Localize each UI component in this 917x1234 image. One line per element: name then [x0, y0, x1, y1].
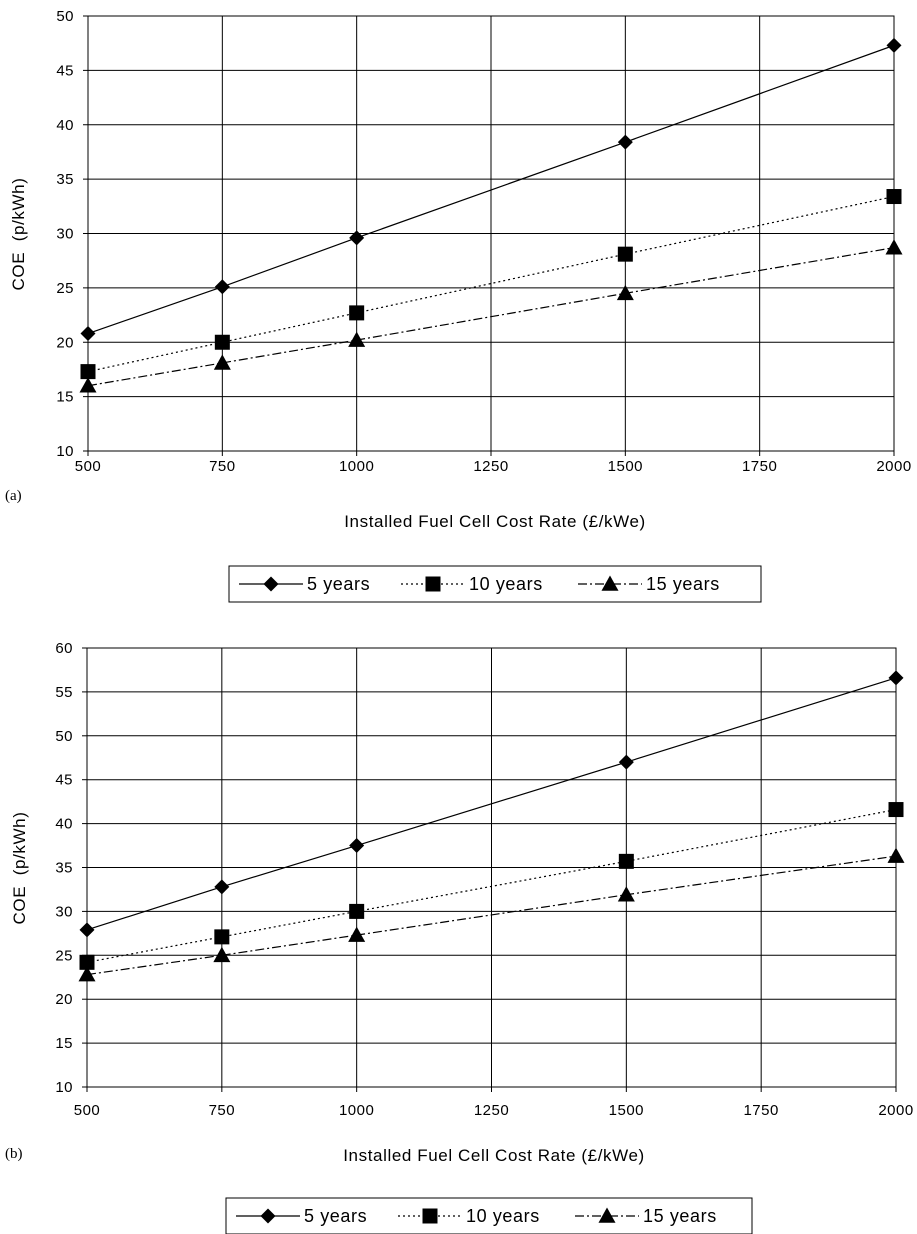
y-tick-label: 50 — [55, 728, 73, 745]
data-point-square — [80, 364, 96, 380]
y-tick-label: 50 — [56, 8, 74, 25]
y-tick-label: 25 — [56, 280, 74, 297]
data-point-diamond — [349, 230, 365, 246]
data-point-triangle — [617, 886, 635, 902]
x-tick-label: 1750 — [742, 458, 777, 475]
y-axis-title: COE (p/kWh) — [9, 178, 28, 291]
x-tick-label: 1000 — [339, 458, 374, 475]
x-axis-title: Installed Fuel Cell Cost Rate (£/kWe) — [344, 512, 646, 531]
x-tick-label: 2000 — [878, 1102, 913, 1119]
data-point-diamond — [349, 838, 365, 854]
y-tick-label: 30 — [55, 903, 73, 920]
x-tick-label: 2000 — [876, 458, 911, 475]
legend-label: 5 years — [304, 1206, 367, 1226]
legend-marker-diamond — [263, 576, 279, 592]
x-tick-label: 500 — [74, 1102, 101, 1119]
data-point-triangle — [887, 847, 905, 863]
chart-panel-0: 10 15 20 25 30 35 40 45 50 500 750 1000 1250 1500 1750… — [5, 8, 911, 603]
y-tick-label: 45 — [55, 772, 73, 789]
data-point-square — [618, 853, 634, 869]
legend-label: 15 years — [643, 1206, 717, 1226]
data-point-diamond — [80, 326, 96, 342]
data-point-diamond — [618, 754, 634, 770]
data-point-diamond — [214, 879, 230, 895]
y-tick-label: 15 — [56, 389, 74, 406]
y-tick-label: 25 — [55, 947, 73, 964]
panel-label: (b) — [5, 1146, 23, 1162]
y-tick-label: 40 — [55, 816, 73, 833]
y-tick-label: 45 — [56, 62, 74, 79]
y-tick-label: 15 — [55, 1035, 73, 1052]
y-tick-label: 35 — [56, 171, 74, 188]
x-tick-label: 1500 — [608, 458, 643, 475]
x-tick-label: 1750 — [743, 1102, 778, 1119]
y-axis-title: COE (p/kWh) — [10, 812, 29, 925]
legend: 5 years 10 years 15 years — [228, 565, 762, 603]
legend-marker-square — [425, 576, 441, 592]
x-axis-title: Installed Fuel Cell Cost Rate (£/kWe) — [343, 1146, 645, 1165]
data-point-triangle — [79, 377, 97, 393]
legend-marker-square — [422, 1208, 438, 1224]
data-point-diamond — [214, 279, 230, 295]
chart-panel-1: 10 15 20 25 30 35 40 45 50 55 60 500 750 1000 1250 1500… — [5, 640, 913, 1234]
data-point-triangle — [78, 966, 96, 982]
x-tick-label: 500 — [75, 458, 102, 475]
data-point-diamond — [888, 670, 904, 686]
data-point-triangle — [885, 239, 903, 255]
y-tick-label: 10 — [56, 443, 74, 460]
legend-marker-triangle — [601, 575, 619, 591]
data-point-square — [349, 305, 365, 321]
legend: 5 years 10 years 15 years — [225, 1197, 753, 1234]
legend-label: 10 years — [469, 574, 543, 594]
plot-area-frame — [86, 647, 897, 1088]
data-point-triangle — [348, 926, 366, 942]
x-tick-label: 1250 — [473, 458, 508, 475]
y-tick-label: 60 — [55, 640, 73, 657]
data-point-square — [886, 189, 902, 205]
legend-marker-diamond — [260, 1208, 276, 1224]
x-tick-label: 750 — [209, 458, 236, 475]
panel-label: (a) — [5, 488, 22, 504]
series-line-square — [86, 808, 897, 963]
legend-label: 5 years — [307, 574, 370, 594]
data-point-square — [617, 246, 633, 262]
y-tick-label: 10 — [55, 1079, 73, 1096]
legend-box — [225, 1197, 753, 1234]
legend-label: 10 years — [466, 1206, 540, 1226]
data-point-diamond — [79, 922, 95, 938]
data-point-diamond — [617, 134, 633, 150]
legend-marker-triangle — [598, 1207, 616, 1223]
x-tick-label: 1250 — [474, 1102, 509, 1119]
data-point-triangle — [213, 946, 231, 963]
data-point-square — [349, 903, 365, 919]
legend-label: 15 years — [646, 574, 720, 594]
y-tick-label: 35 — [55, 860, 73, 877]
data-point-square — [214, 929, 230, 945]
x-tick-label: 1500 — [609, 1102, 644, 1119]
data-point-triangle — [348, 331, 366, 347]
data-point-square — [214, 334, 230, 350]
y-tick-label: 30 — [56, 226, 74, 243]
y-tick-label: 20 — [55, 991, 73, 1008]
data-point-diamond — [886, 37, 902, 53]
legend-box — [228, 565, 762, 603]
x-tick-label: 750 — [209, 1102, 236, 1119]
data-point-triangle — [213, 354, 231, 370]
y-tick-label: 20 — [56, 334, 74, 351]
y-tick-label: 40 — [56, 117, 74, 134]
y-tick-label: 55 — [55, 684, 73, 701]
data-point-square — [888, 802, 904, 818]
data-point-triangle — [616, 284, 634, 301]
plot-area-frame — [87, 15, 895, 452]
x-tick-label: 1000 — [339, 1102, 374, 1119]
data-point-square — [79, 954, 95, 970]
